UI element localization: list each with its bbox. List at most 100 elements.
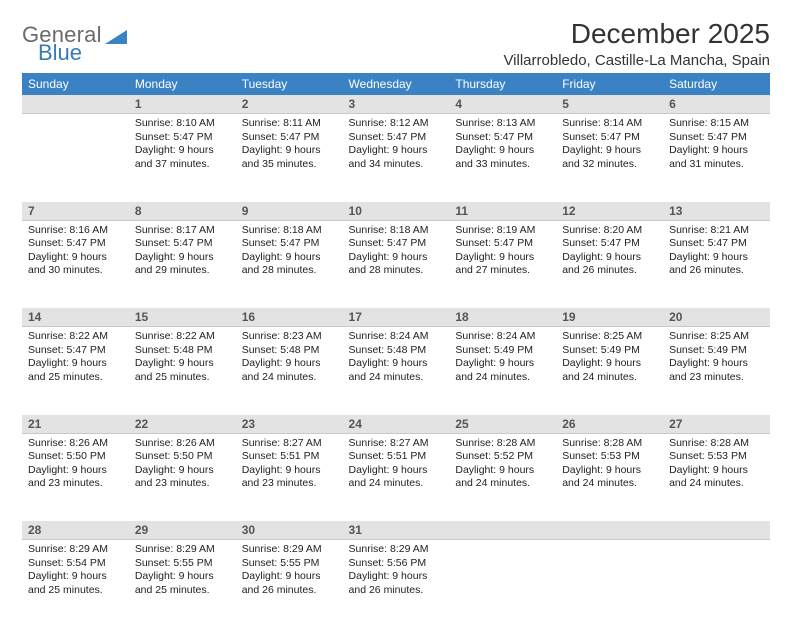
sunset-line: Sunset: 5:47 PM bbox=[28, 237, 123, 251]
empty-day-number bbox=[556, 521, 663, 537]
sunrise-line: Sunrise: 8:10 AM bbox=[135, 117, 230, 131]
day-number-cell: 30 bbox=[236, 521, 343, 540]
sunset-line: Sunset: 5:48 PM bbox=[349, 344, 444, 358]
day-cell: Sunrise: 8:27 AMSunset: 5:51 PMDaylight:… bbox=[236, 433, 343, 521]
sunrise-line: Sunrise: 8:26 AM bbox=[28, 437, 123, 451]
day-cell: Sunrise: 8:29 AMSunset: 5:56 PMDaylight:… bbox=[343, 540, 450, 628]
week-daynum-row: 78910111213 bbox=[22, 202, 770, 221]
day-body: Sunrise: 8:17 AMSunset: 5:47 PMDaylight:… bbox=[129, 221, 236, 285]
day-number: 20 bbox=[663, 308, 770, 326]
day-cell bbox=[556, 540, 663, 628]
sunset-line: Sunset: 5:51 PM bbox=[349, 450, 444, 464]
day-number: 6 bbox=[663, 95, 770, 113]
daylight-line: Daylight: 9 hours and 23 minutes. bbox=[242, 464, 337, 491]
sunrise-line: Sunrise: 8:20 AM bbox=[562, 224, 657, 238]
day-number: 25 bbox=[449, 415, 556, 433]
sunset-line: Sunset: 5:47 PM bbox=[242, 237, 337, 251]
day-number-cell bbox=[556, 521, 663, 540]
day-number: 15 bbox=[129, 308, 236, 326]
week-body-row: Sunrise: 8:29 AMSunset: 5:54 PMDaylight:… bbox=[22, 540, 770, 628]
daylight-line: Daylight: 9 hours and 31 minutes. bbox=[669, 144, 764, 171]
day-number: 30 bbox=[236, 521, 343, 539]
day-body: Sunrise: 8:15 AMSunset: 5:47 PMDaylight:… bbox=[663, 114, 770, 178]
sunrise-line: Sunrise: 8:19 AM bbox=[455, 224, 550, 238]
day-number: 16 bbox=[236, 308, 343, 326]
day-cell: Sunrise: 8:18 AMSunset: 5:47 PMDaylight:… bbox=[343, 220, 450, 308]
daylight-line: Daylight: 9 hours and 24 minutes. bbox=[455, 357, 550, 384]
day-body: Sunrise: 8:29 AMSunset: 5:56 PMDaylight:… bbox=[343, 540, 450, 604]
sunset-line: Sunset: 5:49 PM bbox=[669, 344, 764, 358]
sunrise-line: Sunrise: 8:16 AM bbox=[28, 224, 123, 238]
sunset-line: Sunset: 5:53 PM bbox=[562, 450, 657, 464]
daylight-line: Daylight: 9 hours and 32 minutes. bbox=[562, 144, 657, 171]
day-number: 28 bbox=[22, 521, 129, 539]
week-body-row: Sunrise: 8:22 AMSunset: 5:47 PMDaylight:… bbox=[22, 327, 770, 415]
day-number-cell: 11 bbox=[449, 202, 556, 221]
day-cell: Sunrise: 8:29 AMSunset: 5:55 PMDaylight:… bbox=[129, 540, 236, 628]
sunrise-line: Sunrise: 8:25 AM bbox=[562, 330, 657, 344]
day-body: Sunrise: 8:22 AMSunset: 5:47 PMDaylight:… bbox=[22, 327, 129, 391]
day-cell: Sunrise: 8:25 AMSunset: 5:49 PMDaylight:… bbox=[556, 327, 663, 415]
sunrise-line: Sunrise: 8:28 AM bbox=[562, 437, 657, 451]
day-number: 7 bbox=[22, 202, 129, 220]
day-cell: Sunrise: 8:20 AMSunset: 5:47 PMDaylight:… bbox=[556, 220, 663, 308]
sunset-line: Sunset: 5:50 PM bbox=[28, 450, 123, 464]
sunset-line: Sunset: 5:49 PM bbox=[455, 344, 550, 358]
location-subtitle: Villarrobledo, Castille-La Mancha, Spain bbox=[503, 52, 770, 69]
day-cell: Sunrise: 8:14 AMSunset: 5:47 PMDaylight:… bbox=[556, 114, 663, 202]
daylight-line: Daylight: 9 hours and 23 minutes. bbox=[669, 357, 764, 384]
day-body: Sunrise: 8:12 AMSunset: 5:47 PMDaylight:… bbox=[343, 114, 450, 178]
daylight-line: Daylight: 9 hours and 35 minutes. bbox=[242, 144, 337, 171]
daylight-line: Daylight: 9 hours and 30 minutes. bbox=[28, 251, 123, 278]
day-cell: Sunrise: 8:28 AMSunset: 5:53 PMDaylight:… bbox=[556, 433, 663, 521]
sunset-line: Sunset: 5:56 PM bbox=[349, 557, 444, 571]
sunset-line: Sunset: 5:51 PM bbox=[242, 450, 337, 464]
sunset-line: Sunset: 5:47 PM bbox=[669, 131, 764, 145]
day-body: Sunrise: 8:28 AMSunset: 5:53 PMDaylight:… bbox=[556, 434, 663, 498]
daylight-line: Daylight: 9 hours and 34 minutes. bbox=[349, 144, 444, 171]
day-body: Sunrise: 8:16 AMSunset: 5:47 PMDaylight:… bbox=[22, 221, 129, 285]
sunset-line: Sunset: 5:47 PM bbox=[669, 237, 764, 251]
day-number-cell: 19 bbox=[556, 308, 663, 327]
sunrise-line: Sunrise: 8:15 AM bbox=[669, 117, 764, 131]
day-body: Sunrise: 8:25 AMSunset: 5:49 PMDaylight:… bbox=[556, 327, 663, 391]
daylight-line: Daylight: 9 hours and 28 minutes. bbox=[349, 251, 444, 278]
weekday-header: Friday bbox=[556, 73, 663, 95]
day-body: Sunrise: 8:29 AMSunset: 5:55 PMDaylight:… bbox=[236, 540, 343, 604]
daylight-line: Daylight: 9 hours and 24 minutes. bbox=[562, 357, 657, 384]
sunrise-line: Sunrise: 8:28 AM bbox=[455, 437, 550, 451]
day-body: Sunrise: 8:14 AMSunset: 5:47 PMDaylight:… bbox=[556, 114, 663, 178]
day-number-cell: 20 bbox=[663, 308, 770, 327]
daylight-line: Daylight: 9 hours and 25 minutes. bbox=[135, 357, 230, 384]
daylight-line: Daylight: 9 hours and 37 minutes. bbox=[135, 144, 230, 171]
sunset-line: Sunset: 5:48 PM bbox=[242, 344, 337, 358]
sunrise-line: Sunrise: 8:11 AM bbox=[242, 117, 337, 131]
day-number-cell bbox=[22, 95, 129, 114]
daylight-line: Daylight: 9 hours and 24 minutes. bbox=[562, 464, 657, 491]
weekday-header: Thursday bbox=[449, 73, 556, 95]
sunrise-line: Sunrise: 8:22 AM bbox=[28, 330, 123, 344]
day-number-cell: 6 bbox=[663, 95, 770, 114]
sunrise-line: Sunrise: 8:22 AM bbox=[135, 330, 230, 344]
day-cell: Sunrise: 8:26 AMSunset: 5:50 PMDaylight:… bbox=[129, 433, 236, 521]
daylight-line: Daylight: 9 hours and 25 minutes. bbox=[135, 570, 230, 597]
day-number: 17 bbox=[343, 308, 450, 326]
daylight-line: Daylight: 9 hours and 26 minutes. bbox=[669, 251, 764, 278]
daylight-line: Daylight: 9 hours and 25 minutes. bbox=[28, 570, 123, 597]
day-cell: Sunrise: 8:12 AMSunset: 5:47 PMDaylight:… bbox=[343, 114, 450, 202]
day-cell bbox=[449, 540, 556, 628]
day-body: Sunrise: 8:29 AMSunset: 5:54 PMDaylight:… bbox=[22, 540, 129, 604]
daylight-line: Daylight: 9 hours and 24 minutes. bbox=[349, 464, 444, 491]
day-number: 31 bbox=[343, 521, 450, 539]
day-cell bbox=[663, 540, 770, 628]
sunset-line: Sunset: 5:47 PM bbox=[135, 131, 230, 145]
day-cell: Sunrise: 8:22 AMSunset: 5:48 PMDaylight:… bbox=[129, 327, 236, 415]
day-number: 2 bbox=[236, 95, 343, 113]
sunrise-line: Sunrise: 8:24 AM bbox=[455, 330, 550, 344]
day-number: 4 bbox=[449, 95, 556, 113]
day-body: Sunrise: 8:26 AMSunset: 5:50 PMDaylight:… bbox=[129, 434, 236, 498]
day-number-cell: 3 bbox=[343, 95, 450, 114]
day-number-cell: 9 bbox=[236, 202, 343, 221]
sunset-line: Sunset: 5:50 PM bbox=[135, 450, 230, 464]
daylight-line: Daylight: 9 hours and 25 minutes. bbox=[28, 357, 123, 384]
